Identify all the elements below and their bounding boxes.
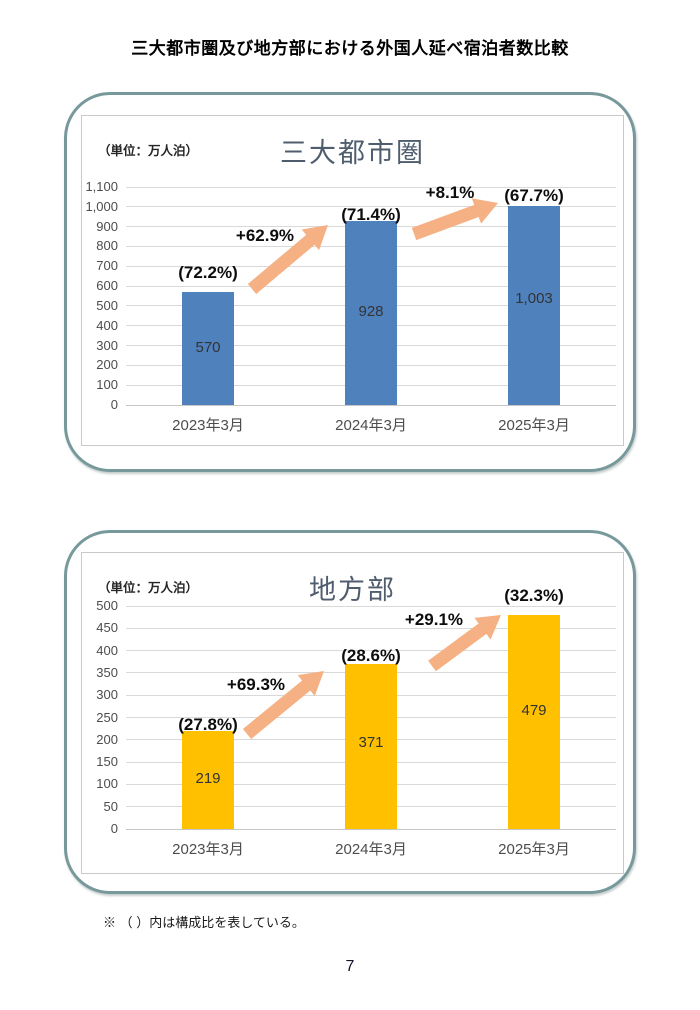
x-category-label: 2024年3月 — [335, 841, 407, 858]
growth-arrow — [428, 621, 490, 672]
metro-chart-card: （単位：万人泊） 三大都市圏 0 100 200 300 400 500 600 700 800… — [64, 92, 636, 472]
metro-chart-title: 三大都市圏 — [280, 138, 425, 168]
bar — [508, 615, 560, 829]
x-category-label: 2023年3月 — [172, 841, 244, 858]
regional-chart-title: 地方部 — [309, 575, 396, 605]
bar-value-label: 570 — [195, 338, 221, 356]
y-axis-tick-label: 100 — [96, 377, 118, 393]
x-category-label: 2025年3月 — [498, 841, 570, 858]
metro-chart-panel: （単位：万人泊） 三大都市圏 0 100 200 300 400 500 600 700 800… — [81, 115, 624, 446]
share-percentage-label: (71.4%) — [341, 205, 401, 225]
gridline — [126, 404, 616, 406]
y-axis-tick-label: 0 — [110, 821, 118, 836]
y-axis-tick-label: 250 — [96, 709, 118, 725]
gridline — [126, 186, 616, 188]
share-percentage-label: (72.2%) — [178, 263, 238, 283]
y-axis-tick-label: 50 — [103, 798, 118, 814]
bar-value-label: 928 — [358, 303, 384, 321]
footnote: ※ （ ）内は構成比を表している。 — [103, 915, 305, 930]
gridline — [126, 828, 616, 830]
share-percentage-label: (27.8%) — [178, 715, 238, 735]
y-axis-tick-label: 400 — [96, 317, 118, 333]
page-number: 7 — [345, 958, 355, 975]
share-percentage-label: (67.7%) — [504, 186, 564, 206]
y-axis-tick-label: 500 — [96, 297, 118, 313]
y-axis-tick-label: 200 — [96, 731, 118, 747]
gridline — [126, 650, 616, 652]
x-category-label: 2025年3月 — [498, 417, 570, 434]
bar-value-label: 479 — [521, 702, 547, 720]
y-axis-tick-label: 0 — [110, 397, 118, 412]
y-axis-tick-label: 800 — [96, 238, 118, 254]
bar-value-label: 371 — [358, 734, 384, 752]
gridline — [126, 206, 616, 208]
bar-value-label: 1,003 — [515, 289, 553, 307]
y-axis-tick-label: 450 — [96, 620, 118, 636]
growth-rate-label: +69.3% — [226, 675, 286, 694]
regional-chart-panel: （単位：万人泊） 地方部 0 50 100 150 200 250 300 350 400 450… — [81, 552, 624, 874]
y-axis-tick-label: 300 — [96, 337, 118, 353]
bar-value-label: 219 — [195, 770, 221, 788]
y-axis-tick-label: 700 — [96, 258, 118, 274]
page-title: 三大都市圏及び地方部における外国人延べ宿泊者数比較 — [131, 39, 569, 58]
metro-plot-area: 0 100 200 300 400 500 600 700 800 900 1,000 1,100 57… — [82, 116, 623, 445]
y-axis-tick-label: 1,100 — [85, 179, 118, 194]
regional-unit-label: （単位：万人泊） — [98, 581, 199, 595]
x-category-label: 2023年3月 — [172, 417, 244, 434]
y-axis-tick-label: 100 — [96, 776, 118, 792]
x-category-label: 2024年3月 — [335, 417, 407, 434]
y-axis-tick-label: 600 — [96, 278, 118, 294]
share-percentage-label: (28.6%) — [341, 645, 401, 665]
y-axis-tick-label: 1,000 — [85, 198, 118, 214]
bar — [508, 206, 560, 405]
growth-rate-label: +8.1% — [425, 183, 475, 202]
growth-rate-label: +29.1% — [404, 610, 464, 629]
bar — [182, 731, 234, 829]
bar — [345, 663, 397, 829]
y-axis-tick-label: 900 — [96, 218, 118, 234]
y-axis-tick-label: 300 — [96, 687, 118, 703]
regional-plot-area: 0 50 100 150 200 250 300 350 400 450 500 219 (27.8%)… — [82, 553, 623, 873]
y-axis-tick-label: 400 — [96, 642, 118, 658]
y-axis-tick-label: 200 — [96, 357, 118, 373]
bar — [182, 292, 234, 405]
regional-chart-card: （単位：万人泊） 地方部 0 50 100 150 200 250 300 350 400 450… — [64, 530, 636, 894]
y-axis-tick-label: 500 — [96, 598, 118, 613]
share-percentage-label: (32.3%) — [504, 586, 564, 606]
y-axis-tick-label: 150 — [96, 754, 118, 770]
bar — [345, 221, 397, 405]
growth-rate-label: +62.9% — [235, 226, 295, 245]
y-axis-tick-label: 350 — [96, 664, 118, 680]
metro-unit-label: （単位：万人泊） — [98, 144, 199, 158]
gridline — [126, 627, 616, 629]
gridline — [126, 605, 616, 607]
